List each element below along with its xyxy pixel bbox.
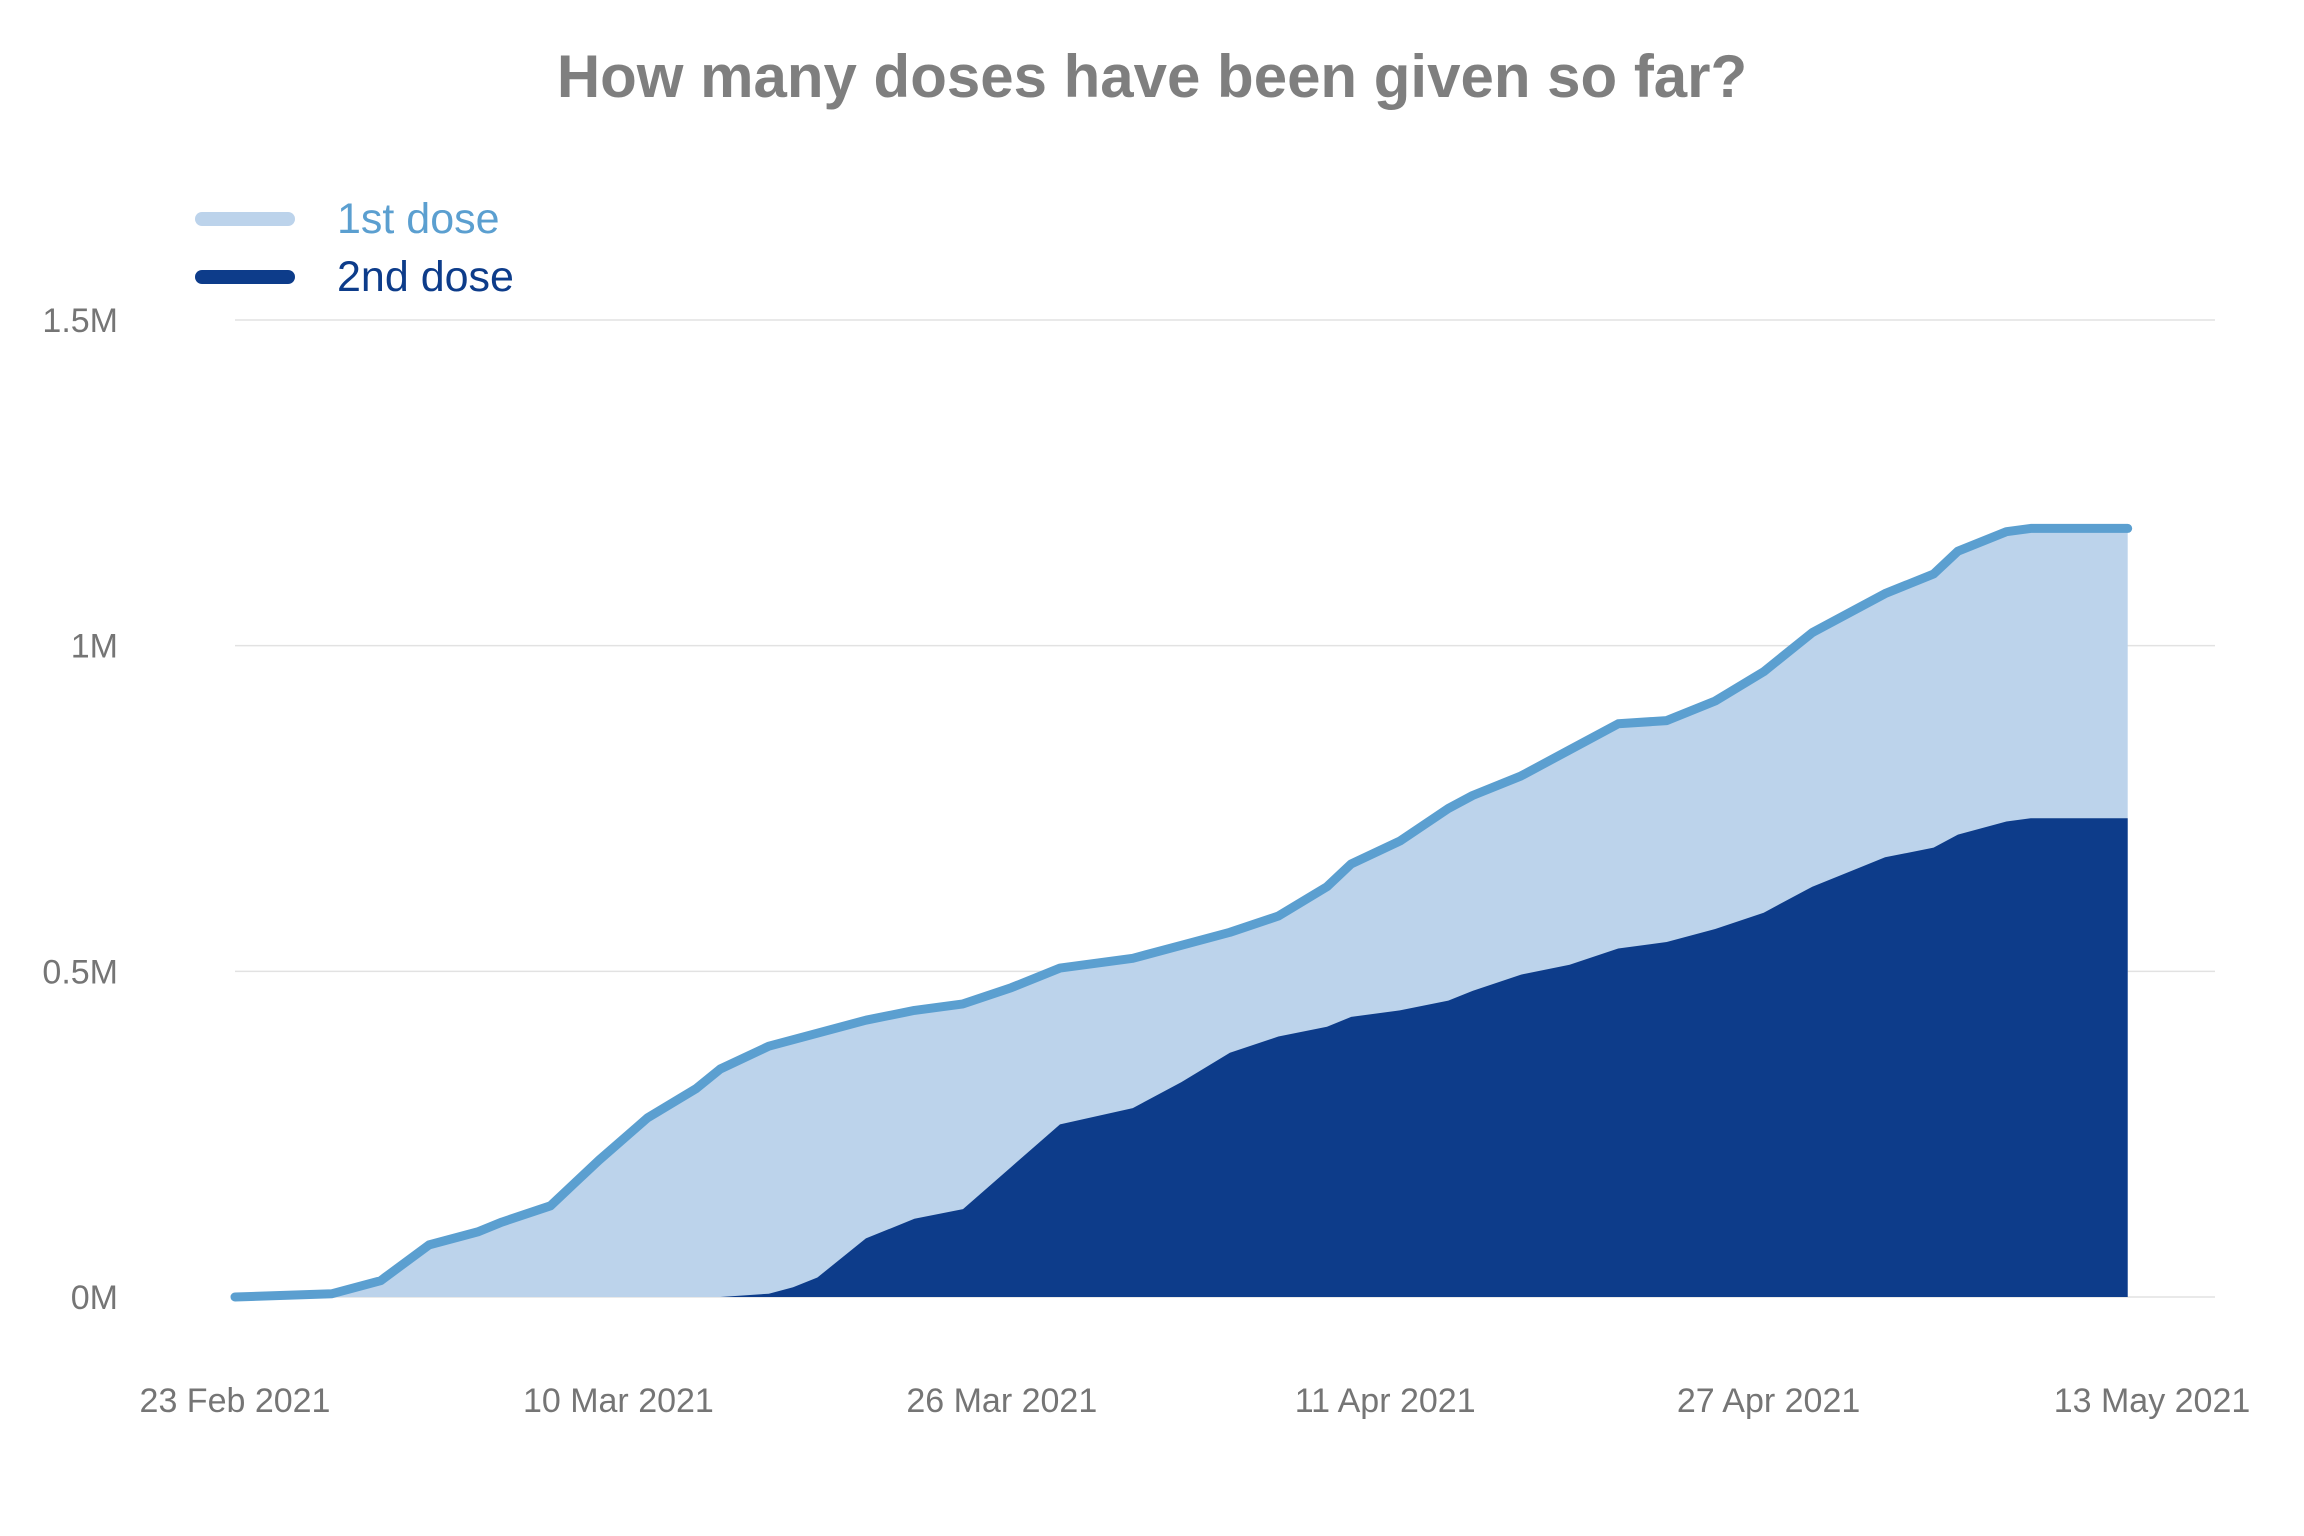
legend-label-2nd-dose: 2nd dose	[337, 252, 514, 301]
y-tick-label-3: 1.5M	[42, 302, 118, 340]
legend: 1st dose 2nd dose	[195, 190, 514, 306]
legend-item-2nd-dose[interactable]: 2nd dose	[195, 248, 514, 306]
legend-swatch-1st-dose	[195, 212, 295, 226]
x-tick-label-2: 26 Mar 2021	[906, 1382, 1097, 1420]
line-1st-dose	[230, 523, 2133, 1302]
y-tick-label-2: 1M	[71, 628, 118, 666]
x-tick-label-1: 10 Mar 2021	[523, 1382, 714, 1420]
y-tick-label-1: 0.5M	[42, 953, 118, 991]
legend-item-1st-dose[interactable]: 1st dose	[195, 190, 514, 248]
y-tick-label-0: 0M	[71, 1279, 118, 1317]
legend-label-1st-dose: 1st dose	[337, 194, 500, 243]
x-tick-label-3: 11 Apr 2021	[1295, 1382, 1476, 1420]
x-tick-label-0: 23 Feb 2021	[140, 1382, 331, 1420]
x-tick-label-4: 27 Apr 2021	[1677, 1382, 1860, 1420]
area-2nd-dose	[235, 818, 2128, 1297]
legend-swatch-2nd-dose	[195, 270, 295, 284]
x-tick-label-5: 13 May 2021	[2054, 1382, 2251, 1420]
chart-title: How many doses have been given so far?	[556, 43, 1748, 110]
